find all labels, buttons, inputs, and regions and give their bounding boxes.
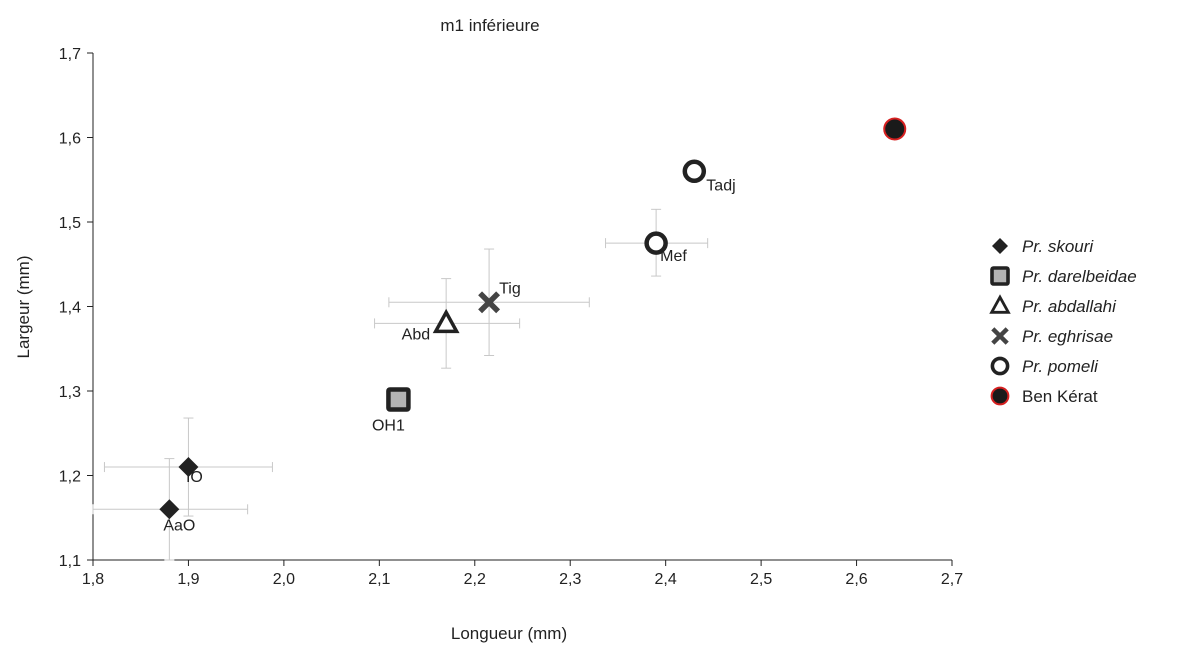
x-tick-label: 2,3 [559,571,581,588]
data-point [682,159,707,184]
legend-marker [990,266,1010,286]
point-labels: IO AaO OH1 Abd Tig Mef Tadj [163,177,735,534]
x-tick-label: 2,6 [845,571,867,588]
legend-label: Pr. darelbeidae [1022,267,1137,286]
legend-label: Pr. pomeli [1022,357,1099,376]
y-tick-label: 1,6 [59,131,81,148]
data-point [478,291,501,314]
legend: Pr. skouri Pr. darelbeidae Pr. abdallahi Pr… [989,237,1137,406]
legend-marker [991,327,1009,345]
axes: 1,8 1,9 2,0 2,1 2,2 2,3 2,4 2,5 2,6 2,7 1,1 1,2 1,3 1… [59,46,963,588]
data-markers [159,117,907,520]
point-label: Mef [660,248,687,265]
y-axis-label: Largeur (mm) [14,256,33,359]
error-bars [92,208,709,561]
data-point [159,499,180,520]
x-tick-label: 2,5 [750,571,772,588]
legend-marker [992,238,1008,254]
x-tick-label: 2,0 [273,571,295,588]
legend-label: Ben Kérat [1022,387,1098,406]
x-tick-label: 2,4 [655,571,677,588]
data-point [644,231,668,255]
data-point [432,308,460,334]
y-tick-label: 1,3 [59,384,81,401]
y-tick-label: 1,5 [59,215,81,232]
y-tick-label: 1,1 [59,553,81,570]
legend-label: Pr. eghrisae [1022,327,1113,346]
point-label: Tig [499,280,521,297]
point-label: AaO [163,517,195,534]
y-tick-label: 1,4 [59,300,81,317]
point-label: Tadj [706,177,735,194]
legend-marker [990,356,1010,376]
legend-label: Pr. abdallahi [1022,297,1117,316]
x-tick-label: 2,7 [941,571,963,588]
point-label: OH1 [372,417,405,434]
point-label: IO [186,469,203,486]
point-label: Abd [402,326,430,343]
legend-marker [989,294,1011,314]
x-tick-label: 2,2 [464,571,486,588]
x-axis-label: Longueur (mm) [451,624,567,643]
y-tick-label: 1,7 [59,46,81,63]
chart-title: m1 inférieure [440,16,539,35]
legend-label: Pr. skouri [1022,237,1094,256]
legend-marker [990,386,1010,406]
data-point [883,117,907,141]
data-point [178,457,199,478]
data-point [386,387,411,412]
x-tick-label: 2,1 [368,571,390,588]
x-tick-label: 1,8 [82,571,104,588]
x-tick-label: 1,9 [177,571,199,588]
y-tick-label: 1,2 [59,469,81,486]
